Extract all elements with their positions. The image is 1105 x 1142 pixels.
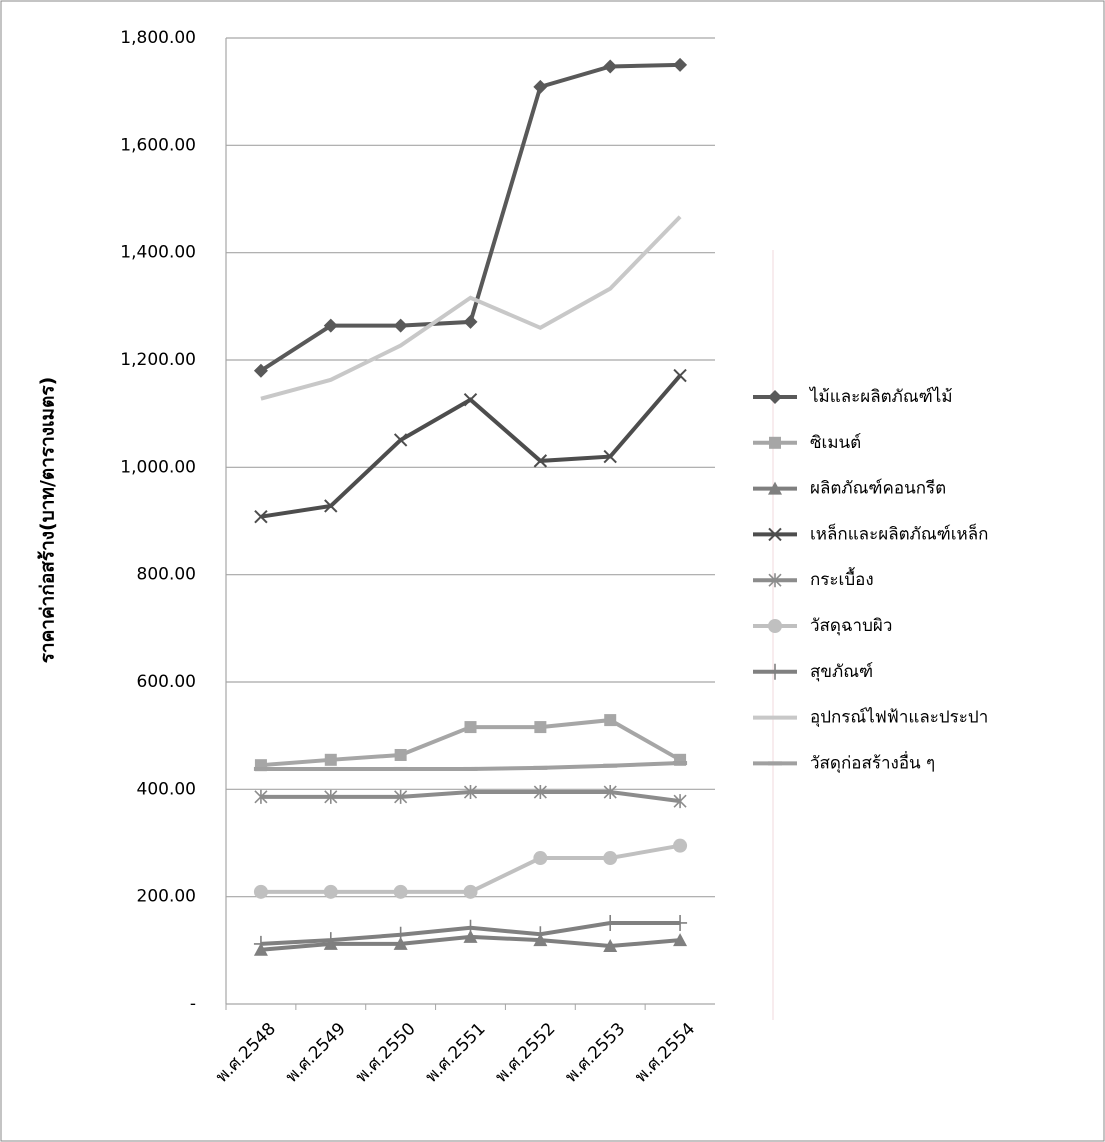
legend-label: อุปกรณ์ไฟฟ้าและประปา bbox=[810, 707, 988, 728]
marker bbox=[768, 619, 782, 633]
marker bbox=[253, 884, 268, 899]
marker bbox=[673, 933, 688, 947]
legend-label: ไม้และผลิตภัณฑ์ไม้ bbox=[808, 386, 953, 407]
y-tick-label: 600.00 bbox=[137, 672, 196, 692]
marker bbox=[323, 884, 338, 899]
series bbox=[253, 838, 688, 899]
marker bbox=[673, 794, 687, 809]
marker bbox=[260, 398, 262, 400]
marker bbox=[463, 919, 478, 936]
marker bbox=[323, 318, 338, 333]
y-axis-title: ราคาค่าก่อสร้าง(บาท/ตารางเมตร) bbox=[37, 377, 59, 664]
y-tick-label: 1,800.00 bbox=[120, 28, 196, 48]
marker bbox=[394, 789, 408, 804]
marker bbox=[324, 753, 337, 766]
legend-label: เหล็กและผลิตภัณฑ์เหล็ก bbox=[810, 522, 988, 544]
marker bbox=[393, 433, 408, 447]
legend-label: วัสดุก่อสร้างอื่น ๆ bbox=[810, 750, 935, 773]
marker bbox=[393, 936, 408, 950]
marker bbox=[768, 663, 782, 680]
marker bbox=[324, 789, 338, 804]
marker bbox=[534, 721, 547, 734]
marker bbox=[253, 363, 268, 378]
marker bbox=[603, 449, 617, 464]
series bbox=[254, 785, 687, 809]
legend-label: ผลิตภัณฑ์คอนกรีต bbox=[810, 479, 946, 499]
marker bbox=[463, 393, 478, 407]
marker bbox=[603, 59, 618, 74]
y-tick-label: 200.00 bbox=[137, 887, 196, 907]
marker bbox=[769, 436, 781, 449]
marker bbox=[533, 785, 547, 800]
marker bbox=[679, 216, 681, 218]
marker bbox=[330, 379, 332, 381]
marker bbox=[603, 914, 618, 931]
series bbox=[253, 761, 688, 771]
marker bbox=[673, 57, 688, 72]
legend-label: ซิเมนต์ bbox=[810, 433, 861, 453]
marker bbox=[324, 499, 338, 513]
series-line bbox=[260, 215, 682, 401]
legend-label: กระเบื้อง bbox=[810, 567, 874, 590]
y-tick-label: 400.00 bbox=[137, 779, 196, 799]
y-tick-label: 800.00 bbox=[137, 565, 196, 585]
marker bbox=[393, 926, 408, 943]
marker bbox=[254, 509, 268, 524]
marker bbox=[463, 884, 478, 899]
series bbox=[253, 914, 688, 952]
marker bbox=[774, 717, 776, 719]
marker bbox=[603, 939, 618, 953]
y-tick-label: 1,400.00 bbox=[120, 243, 196, 263]
marker bbox=[463, 785, 478, 800]
y-tick-label: - bbox=[190, 994, 196, 1014]
marker bbox=[533, 926, 548, 943]
marker bbox=[539, 327, 541, 329]
legend-label: วัสดุฉาบผิว bbox=[810, 616, 892, 636]
marker bbox=[603, 851, 618, 866]
marker bbox=[768, 481, 782, 495]
marker bbox=[533, 454, 548, 468]
marker bbox=[673, 838, 688, 853]
marker bbox=[768, 573, 782, 588]
y-tick-label: 1,600.00 bbox=[120, 135, 196, 155]
series bbox=[260, 215, 682, 401]
series bbox=[253, 57, 688, 378]
marker bbox=[393, 318, 408, 333]
marker bbox=[394, 748, 407, 761]
marker bbox=[673, 914, 688, 931]
marker bbox=[463, 314, 478, 329]
marker bbox=[533, 79, 548, 94]
marker bbox=[464, 721, 477, 734]
legend-label: สุขภัณฑ์ bbox=[810, 662, 873, 682]
marker bbox=[393, 884, 408, 899]
marker bbox=[604, 714, 617, 727]
marker bbox=[323, 932, 338, 949]
marker bbox=[609, 288, 611, 290]
marker bbox=[768, 390, 782, 404]
marker bbox=[254, 789, 268, 804]
marker bbox=[470, 297, 472, 299]
marker bbox=[400, 345, 402, 347]
marker bbox=[673, 368, 687, 383]
marker bbox=[253, 935, 268, 952]
marker bbox=[463, 929, 478, 943]
y-tick-label: 1,200.00 bbox=[120, 350, 196, 370]
y-tick-label: 1,000.00 bbox=[120, 457, 196, 477]
series bbox=[254, 368, 687, 524]
marker bbox=[533, 851, 548, 866]
marker bbox=[768, 527, 782, 542]
marker bbox=[603, 785, 617, 800]
